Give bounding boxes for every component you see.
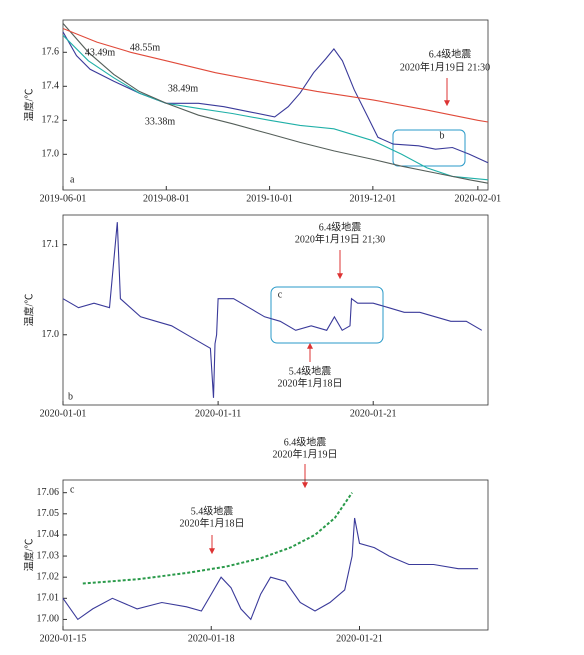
annotation-shapes	[209, 78, 466, 555]
x-tick-label: 2019-12-01	[350, 193, 397, 204]
y-tick-label: 17.05	[37, 508, 60, 519]
y-tick-label: 17.0	[42, 149, 60, 160]
annotation: 5.4级地震	[191, 504, 234, 517]
data-line	[62, 23, 489, 184]
annotation: a	[70, 174, 75, 185]
plot-frame	[62, 214, 489, 406]
x-tick-label: 2020-01-21	[350, 408, 397, 419]
x-tick-label: 2019-06-01	[40, 193, 87, 204]
annotation: 6.4级地震	[319, 220, 362, 233]
annotation: 2020年1月19日 21:30	[400, 60, 490, 73]
series-label: 43.49m	[85, 47, 116, 58]
y-tick-label: 17.06	[37, 487, 60, 498]
highlight-box	[270, 286, 384, 344]
y-tick-label: 17.04	[37, 529, 60, 540]
y-tick-label: 17.4	[42, 81, 60, 92]
data-line	[62, 222, 483, 398]
series-label: 48.55m	[130, 42, 161, 53]
x-tick-label: 2020-01-18	[188, 633, 235, 644]
x-tick-label: 2019-08-01	[143, 193, 190, 204]
y-tick-label: 17.03	[37, 550, 60, 561]
annotation: 5.4级地震	[289, 364, 332, 377]
data-line	[62, 27, 489, 123]
annotation: 2020年1月18日	[180, 516, 245, 529]
y-tick-label: 17.6	[42, 47, 60, 58]
x-tick-label: 2020-01-11	[195, 408, 241, 419]
x-tick-label: 2020-01-21	[336, 633, 383, 644]
data-line	[62, 34, 489, 181]
series-label: 33.38m	[145, 116, 176, 127]
y-tick-label: 17.1	[42, 239, 60, 250]
annotation: c	[70, 484, 75, 495]
annotation: c	[278, 289, 283, 300]
x-tick-label: 2020-01-15	[40, 633, 87, 644]
y-tick-label: 17.2	[42, 115, 60, 126]
y-axis-label: 温度/℃	[22, 539, 35, 572]
annotation: b	[68, 391, 73, 402]
plot-frame	[62, 19, 489, 191]
annotation: 2020年1月19日 21;30	[295, 232, 385, 245]
annotation: 2020年1月19日	[273, 447, 338, 460]
annotation: 2020年1月18日	[278, 376, 343, 389]
x-tick-label: 2020-01-01	[40, 408, 87, 419]
highlight-box	[392, 129, 466, 167]
y-axis-label: 温度/℃	[22, 294, 35, 327]
y-tick-label: 17.01	[37, 593, 60, 604]
annotation: 6.4级地震	[284, 435, 327, 448]
data-line	[82, 492, 353, 585]
y-tick-label: 17.02	[37, 571, 60, 582]
annotation: 6.4级地震	[429, 47, 472, 60]
data-line	[62, 517, 479, 621]
plot-frame	[62, 479, 489, 631]
x-tick-label: 2020-02-01	[455, 193, 502, 204]
series-label: 38.49m	[168, 83, 199, 94]
y-tick-label: 17.0	[42, 329, 60, 340]
x-tick-label: 2019-10-01	[246, 193, 293, 204]
y-tick-label: 17.00	[37, 614, 60, 625]
annotation: b	[440, 130, 445, 141]
y-axis-label: 温度/℃	[22, 89, 35, 122]
